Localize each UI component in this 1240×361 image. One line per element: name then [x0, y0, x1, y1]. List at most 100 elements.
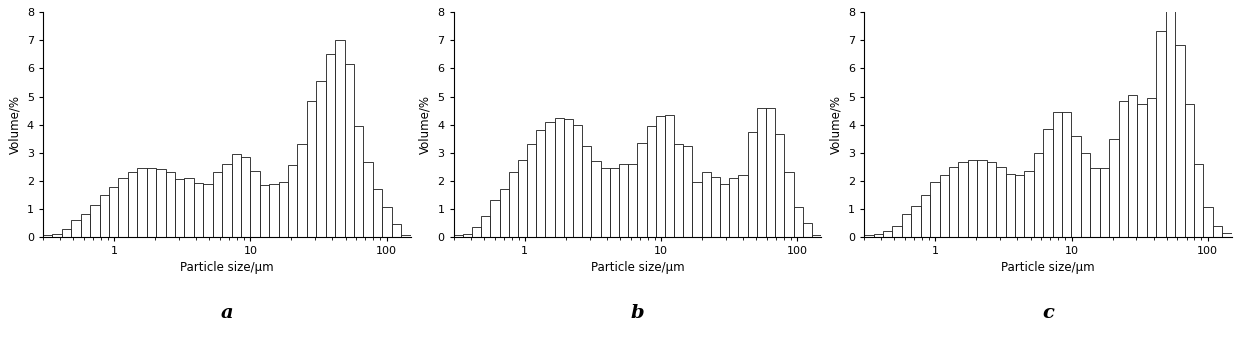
Bar — [920, 195, 930, 237]
Bar — [959, 162, 967, 237]
Bar — [711, 177, 720, 237]
Bar — [1166, 9, 1176, 237]
Bar — [166, 172, 175, 237]
Bar — [675, 144, 683, 237]
Bar — [335, 40, 345, 237]
Bar — [940, 175, 949, 237]
Bar — [739, 175, 748, 237]
Bar — [1090, 168, 1100, 237]
Bar — [967, 160, 977, 237]
Bar — [1024, 171, 1034, 237]
Bar — [146, 168, 156, 237]
Bar — [156, 169, 166, 237]
Bar — [637, 143, 646, 237]
Bar — [911, 206, 920, 237]
Bar — [702, 172, 711, 237]
Bar — [72, 220, 81, 237]
Bar — [1147, 98, 1156, 237]
Bar — [1053, 112, 1061, 237]
Bar — [692, 182, 702, 237]
Bar — [996, 167, 1006, 237]
Bar — [619, 164, 629, 237]
Bar — [472, 227, 481, 237]
Bar — [518, 160, 527, 237]
Bar — [1061, 112, 1071, 237]
Bar — [382, 207, 392, 237]
Bar — [794, 207, 802, 237]
Bar — [463, 234, 472, 237]
Bar — [185, 178, 193, 237]
Bar — [175, 179, 185, 237]
Bar — [583, 145, 591, 237]
Bar — [306, 101, 316, 237]
Bar — [756, 108, 766, 237]
Bar — [591, 161, 600, 237]
Bar — [893, 226, 901, 237]
Bar — [222, 164, 232, 237]
Bar — [250, 171, 260, 237]
Bar — [316, 81, 326, 237]
Bar — [353, 126, 363, 237]
Bar — [81, 214, 91, 237]
X-axis label: Particle size/μm: Particle size/μm — [180, 261, 274, 274]
Bar — [785, 172, 794, 237]
Bar — [1176, 45, 1184, 237]
Y-axis label: Volume/%: Volume/% — [9, 95, 21, 154]
Bar — [949, 167, 959, 237]
Bar — [1100, 168, 1109, 237]
X-axis label: Particle size/μm: Particle size/μm — [590, 261, 684, 274]
X-axis label: Particle size/μm: Particle size/μm — [1001, 261, 1095, 274]
Bar — [656, 116, 665, 237]
Bar — [1223, 232, 1231, 237]
Bar — [1006, 174, 1014, 237]
Bar — [490, 200, 500, 237]
Bar — [748, 132, 756, 237]
Bar — [546, 122, 554, 237]
Bar — [363, 162, 373, 237]
Bar — [729, 178, 739, 237]
Text: c: c — [1042, 304, 1054, 322]
Bar — [564, 119, 573, 237]
Bar — [288, 165, 298, 237]
Bar — [610, 168, 619, 237]
Bar — [766, 108, 775, 237]
Y-axis label: Volume/%: Volume/% — [419, 95, 432, 154]
Bar — [1194, 164, 1203, 237]
Bar — [128, 172, 138, 237]
Y-axis label: Volume/%: Volume/% — [830, 95, 842, 154]
Bar — [775, 134, 785, 237]
Bar — [683, 145, 692, 237]
Bar — [554, 118, 564, 237]
Bar — [864, 235, 873, 237]
Bar — [193, 183, 203, 237]
Bar — [508, 172, 518, 237]
Bar — [883, 231, 893, 237]
Bar — [1014, 175, 1024, 237]
Bar — [43, 235, 52, 237]
Bar — [802, 223, 812, 237]
Bar — [1213, 226, 1223, 237]
Bar — [987, 162, 996, 237]
Bar — [812, 235, 821, 237]
Bar — [1043, 129, 1053, 237]
Bar — [52, 234, 62, 237]
Text: a: a — [221, 304, 233, 322]
Bar — [536, 130, 546, 237]
Bar — [901, 214, 911, 237]
Bar — [930, 182, 940, 237]
Bar — [1137, 104, 1147, 237]
Bar — [1203, 207, 1213, 237]
Bar — [1071, 136, 1081, 237]
Bar — [326, 55, 335, 237]
Bar — [241, 157, 250, 237]
Bar — [99, 195, 109, 237]
Bar — [232, 154, 241, 237]
Text: b: b — [631, 304, 644, 322]
Bar — [269, 183, 279, 237]
Bar — [1128, 95, 1137, 237]
Bar — [977, 160, 987, 237]
Bar — [1118, 101, 1128, 237]
Bar — [401, 235, 410, 237]
Bar — [91, 205, 99, 237]
Bar — [138, 168, 146, 237]
